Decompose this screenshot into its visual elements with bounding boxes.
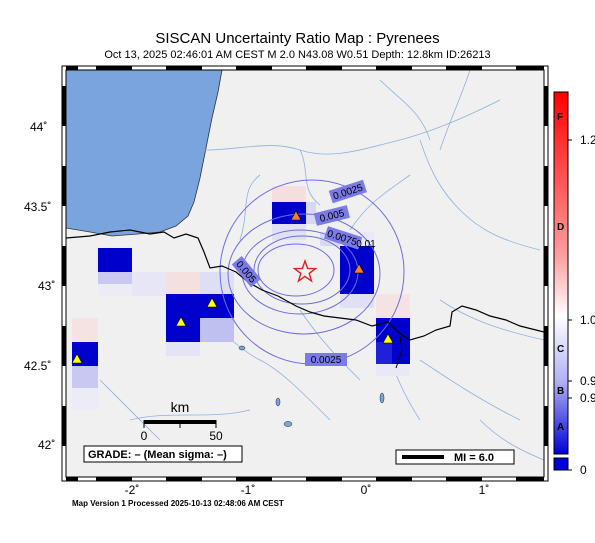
colorbar: F D C B A 1.2 1.0 0.9 0.9 0: [553, 91, 595, 477]
stations: [71, 210, 394, 364]
lakes: [238, 345, 385, 427]
lat-label: 43˚: [38, 279, 55, 293]
lat-label: 42˚: [38, 438, 55, 452]
lon-label: 1˚: [479, 483, 490, 497]
mi-label: MI = 6.0: [454, 452, 494, 464]
grade-letter: A: [557, 422, 564, 433]
contour-label: 0.01: [356, 239, 376, 250]
map-body: 0.0025 0.005 0.0075 0.01 0.005 0.0025 km…: [66, 70, 544, 477]
colorbar-value: 0.9: [580, 391, 595, 405]
scale-title: km: [171, 399, 190, 415]
contour-label: 0.0025: [311, 355, 342, 366]
grade-box: GRADE: – (Mean sigma: –): [83, 445, 243, 463]
lat-label: 43.5˚: [24, 200, 51, 214]
colorbar-value: 0.9: [580, 374, 595, 388]
border-line: [66, 229, 544, 341]
scale-tick: 0: [141, 429, 148, 443]
colorbar-value: 1.0: [580, 313, 595, 327]
lon-label: -2˚: [125, 483, 140, 497]
map-title: SISCAN Uncertainty Ratio Map : Pyrenees: [155, 30, 440, 47]
grade-letter: C: [557, 344, 564, 355]
lon-label: -1˚: [241, 483, 256, 497]
colorbar-value: 1.2: [580, 133, 595, 147]
rivers: [99, 70, 544, 461]
lat-label: 42.5˚: [24, 359, 51, 373]
mi-legend: MI = 6.0: [395, 449, 515, 465]
event-info: Oct 13, 2025 02:46:01 AM CEST M 2.0 N43.…: [104, 49, 491, 61]
colorbar-value: 0: [580, 463, 587, 477]
map-frame: [61, 65, 549, 482]
grade-letter: F: [557, 112, 563, 123]
sea-area: [66, 70, 223, 237]
grade-letter: D: [557, 222, 564, 233]
scale-tick: 50: [209, 429, 223, 443]
scale-bar: km 0 50: [141, 399, 223, 443]
epicenter-star: [292, 258, 318, 283]
grade-letter: B: [557, 386, 564, 397]
grade-text: GRADE: – (Mean sigma: –): [88, 449, 227, 461]
lat-label: 44˚: [30, 120, 47, 134]
lon-label: 0˚: [361, 483, 372, 497]
lat-axis-labels: 44˚ 43.5˚ 43˚ 42.5˚ 42˚: [24, 120, 55, 452]
processing-footer: Map Version 1 Processed 2025-10-13 02:48…: [72, 499, 284, 508]
lon-axis-labels: -2˚ -1˚ 0˚ 1˚: [125, 483, 490, 497]
